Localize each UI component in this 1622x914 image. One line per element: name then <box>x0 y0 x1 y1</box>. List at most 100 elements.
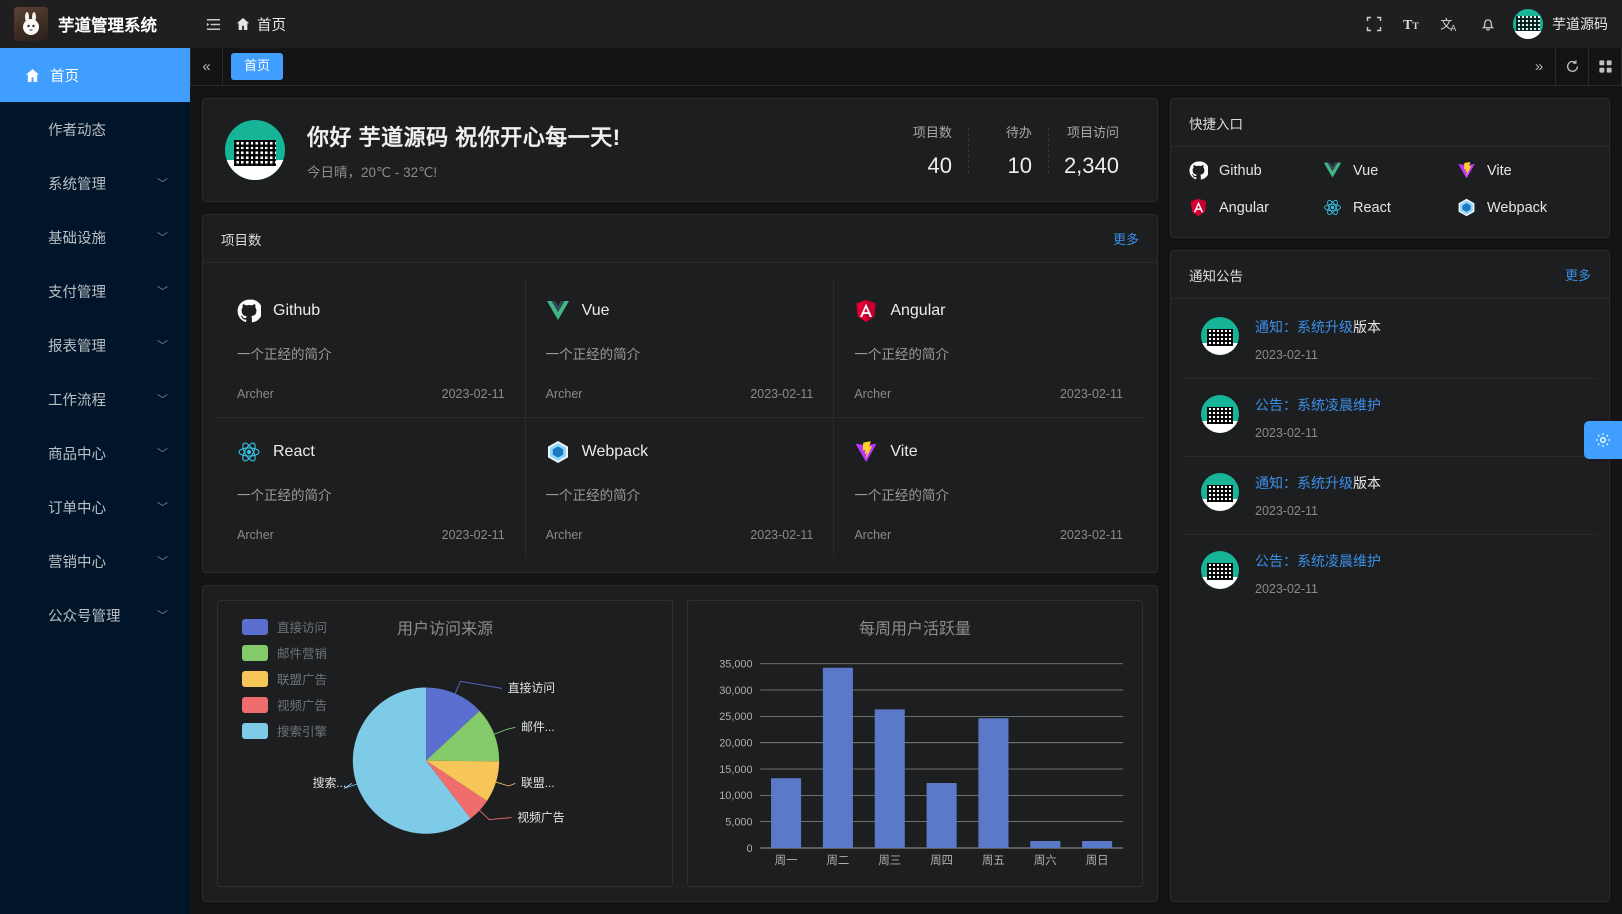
webpack-icon <box>546 440 570 464</box>
sidebar-item-pay[interactable]: 支付管理 ﹀ <box>0 264 190 318</box>
project-card-react[interactable]: React 一个正经的简介 Archer 2023-02-11 <box>217 418 526 558</box>
legend-swatch <box>242 644 268 661</box>
sidebar-item-workflow[interactable]: 工作流程 ﹀ <box>0 372 190 426</box>
bar[interactable] <box>874 709 905 848</box>
breadcrumb-label: 首页 <box>257 17 286 34</box>
project-date: 2023-02-11 <box>441 387 505 401</box>
bar[interactable] <box>926 783 957 848</box>
qr-avatar-icon <box>1201 317 1239 355</box>
notice-item[interactable]: 公告：系统凌晨维护 2023-02-11 <box>1183 378 1597 456</box>
projects-card-title: 项目数 <box>221 232 262 248</box>
bar[interactable] <box>978 718 1009 848</box>
pie-slice[interactable] <box>426 687 480 761</box>
project-card-webpack[interactable]: Webpack 一个正经的简介 Archer 2023-02-11 <box>526 418 835 558</box>
user-name: 芋道源码 <box>1552 16 1608 32</box>
sidebar-item-mp[interactable]: 公众号管理 ﹀ <box>0 588 190 642</box>
project-date: 2023-02-11 <box>750 528 814 542</box>
pie-slice-label: 直接访问 <box>508 681 555 695</box>
chevron-down-icon: ﹀ <box>157 394 168 406</box>
project-meta: Archer 2023-02-11 <box>237 528 505 542</box>
svg-text:A: A <box>1450 23 1456 33</box>
bar[interactable] <box>822 667 853 848</box>
double-chevron-left-icon[interactable]: « <box>190 48 223 85</box>
quick-link-vite[interactable]: Vite <box>1457 161 1591 180</box>
notice-item[interactable]: 通知：系统升级版本 2023-02-11 <box>1183 456 1597 534</box>
legend-item[interactable]: 视频广告 <box>242 695 327 714</box>
sidebar-item-label: 订单中心 <box>48 500 106 517</box>
project-date: 2023-02-11 <box>1059 387 1123 401</box>
spacer <box>582 528 750 542</box>
bar[interactable] <box>1082 841 1113 848</box>
legend-swatch <box>242 722 268 739</box>
double-chevron-right-icon[interactable]: » <box>1523 48 1556 85</box>
quick-link-github[interactable]: Github <box>1189 161 1323 180</box>
project-date: 2023-02-11 <box>441 528 505 542</box>
project-card-vue[interactable]: Vue 一个正经的简介 Archer 2023-02-11 <box>525 277 835 418</box>
legend-item[interactable]: 直接访问 <box>242 617 327 636</box>
projects-more-link[interactable]: 更多 <box>1112 232 1139 247</box>
sidebar-item-author-news[interactable]: 作者动态 <box>0 102 190 156</box>
quick-links-header: 快捷入口 <box>1171 99 1609 147</box>
quick-link-vue[interactable]: Vue <box>1323 161 1457 180</box>
pie-slice[interactable] <box>352 687 471 834</box>
breadcrumb[interactable]: 首页 <box>236 14 286 35</box>
sidebar-item-order[interactable]: 订单中心 ﹀ <box>0 480 190 534</box>
project-card-angular[interactable]: Angular 一个正经的简介 Archer 2023-02-11 <box>834 277 1143 418</box>
bell-icon[interactable] <box>1469 0 1507 48</box>
legend-item[interactable]: 联盟广告 <box>242 669 327 688</box>
pie-slice[interactable] <box>426 760 487 819</box>
pie-slice[interactable] <box>426 760 500 801</box>
project-card-vite[interactable]: Vite 一个正经的简介 Archer 2023-02-11 <box>834 418 1143 558</box>
pie-slice[interactable] <box>426 710 500 762</box>
sidebar-item-report[interactable]: 报表管理 ﹀ <box>0 318 190 372</box>
stat-value: 40 <box>927 152 952 178</box>
quick-link-angular[interactable]: Angular <box>1189 198 1323 217</box>
settings-fab[interactable] <box>1584 421 1622 459</box>
notice-item[interactable]: 通知：系统升级版本 2023-02-11 <box>1183 301 1597 378</box>
sidebar-item-home[interactable]: 首页 <box>0 48 190 102</box>
sidebar-item-label: 报表管理 <box>48 338 106 355</box>
legend-label: 视频广告 <box>277 699 328 713</box>
project-header: Vite <box>854 440 1123 464</box>
greeting-subtitle: 今日晴，20℃ - 32℃! <box>307 164 438 180</box>
pie-chart: 用户访问来源 直接访问 邮件营销 联盟广告 视频广告 搜索引擎 直接访问 邮件..… <box>217 600 673 887</box>
vite-icon <box>854 440 878 464</box>
quick-link-webpack[interactable]: Webpack <box>1457 198 1591 217</box>
home-icon <box>236 17 250 31</box>
sidebar-item-marketing[interactable]: 营销中心 ﹀ <box>0 534 190 588</box>
sidebar-item-system[interactable]: 系统管理 ﹀ <box>0 156 190 210</box>
bar[interactable] <box>771 778 802 848</box>
bar[interactable] <box>1030 841 1061 848</box>
qr-avatar-icon <box>1201 473 1239 511</box>
sidebar-logo[interactable]: 芋道管理系统 <box>0 0 190 48</box>
legend-item[interactable]: 搜索引擎 <box>242 721 327 740</box>
react-icon <box>1323 198 1342 217</box>
fullscreen-icon[interactable] <box>1355 0 1393 48</box>
quick-links-title: 快捷入口 <box>1189 116 1243 132</box>
home-icon <box>22 68 42 83</box>
legend-item[interactable]: 邮件营销 <box>242 643 327 662</box>
notices-more-link[interactable]: 更多 <box>1564 268 1591 283</box>
menu-fold-icon[interactable] <box>190 16 236 33</box>
grid-icon[interactable] <box>1589 48 1622 85</box>
notice-item[interactable]: 公告：系统凌晨维护 2023-02-11 <box>1183 534 1597 612</box>
sidebar-item-infra[interactable]: 基础设施 ﹀ <box>0 210 190 264</box>
quick-link-react[interactable]: React <box>1323 198 1457 217</box>
y-axis-tick: 30,000 <box>719 685 752 697</box>
sidebar-item-product[interactable]: 商品中心 ﹀ <box>0 426 190 480</box>
tab-home[interactable]: 首页 <box>231 53 284 80</box>
project-card-github[interactable]: Github 一个正经的简介 Archer 2023-02-11 <box>217 277 526 418</box>
tabstrip-actions: » <box>1523 48 1622 85</box>
user-menu[interactable]: 芋道源码 <box>1513 9 1608 39</box>
notice-body: 通知：系统升级版本 2023-02-11 <box>1255 473 1381 518</box>
refresh-icon[interactable] <box>1556 48 1589 85</box>
notice-date: 2023-02-11 <box>1255 426 1319 440</box>
stat-value: 10 <box>1007 152 1032 178</box>
legend-label: 直接访问 <box>277 621 328 635</box>
quick-links-grid: Github Vue Vite Angular <box>1171 147 1609 237</box>
